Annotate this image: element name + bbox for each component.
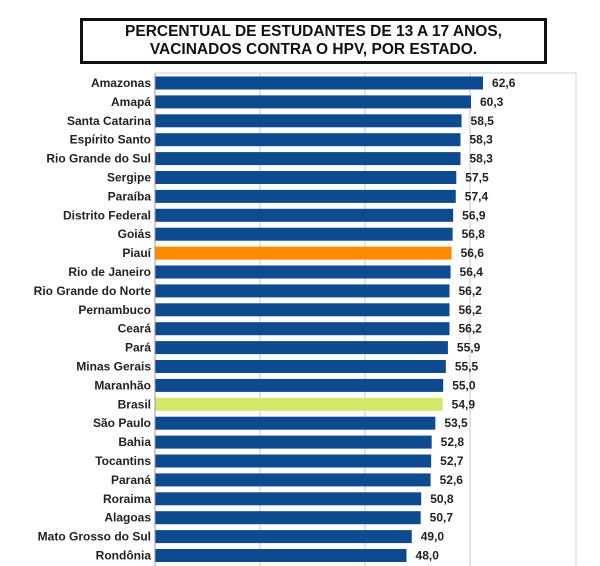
category-label: Pernambuco bbox=[78, 303, 151, 317]
value-label: 56,6 bbox=[461, 246, 485, 260]
value-label: 54,9 bbox=[452, 397, 476, 411]
bar-amapá bbox=[155, 95, 471, 109]
category-label: Paraná bbox=[111, 473, 151, 487]
bar-goiás bbox=[155, 227, 453, 241]
bar-pará bbox=[155, 341, 448, 355]
category-label: São Paulo bbox=[93, 416, 151, 430]
category-label: Minas Gerais bbox=[76, 360, 151, 374]
category-label: Rio Grande do Norte bbox=[34, 284, 152, 298]
bar-espírito-santo bbox=[155, 133, 461, 147]
chart-title: PERCENTUAL DE ESTUDANTES DE 13 A 17 ANOS… bbox=[125, 23, 502, 58]
category-label: Roraima bbox=[103, 492, 151, 506]
bar-bahia bbox=[155, 435, 432, 449]
category-label: Bahia bbox=[118, 435, 151, 449]
value-label: 55,9 bbox=[457, 341, 481, 355]
value-label: 52,6 bbox=[440, 473, 464, 487]
chart-title-box: PERCENTUAL DE ESTUDANTES DE 13 A 17 ANOS… bbox=[80, 18, 547, 64]
value-label: 56,8 bbox=[462, 227, 486, 241]
bar-santa-catarina bbox=[155, 114, 462, 128]
bar-paraíba bbox=[155, 189, 456, 203]
value-label: 50,7 bbox=[430, 511, 454, 525]
value-label: 62,6 bbox=[492, 76, 516, 90]
value-label: 49,0 bbox=[421, 530, 445, 544]
category-label: Brasil bbox=[118, 397, 151, 411]
bar-rondônia bbox=[155, 549, 407, 562]
bar-tocantins bbox=[155, 454, 432, 468]
value-label: 50,8 bbox=[430, 492, 454, 506]
bar-são-paulo bbox=[155, 416, 436, 430]
category-label: Pará bbox=[125, 341, 151, 355]
bar-rio-grande-do-sul bbox=[155, 152, 461, 166]
value-label: 57,4 bbox=[465, 189, 489, 203]
category-label: Espírito Santo bbox=[70, 133, 151, 147]
category-label: Alagoas bbox=[104, 511, 151, 525]
bar-rio-de-janeiro bbox=[155, 265, 451, 279]
value-label: 58,3 bbox=[469, 133, 493, 147]
bar-piauí bbox=[155, 246, 452, 260]
value-label: 56,4 bbox=[460, 265, 484, 279]
value-label: 48,0 bbox=[416, 549, 440, 563]
bar-minas-gerais bbox=[155, 360, 446, 373]
bar-pernambuco bbox=[155, 303, 450, 317]
value-label: 58,3 bbox=[469, 152, 493, 166]
bar-sergipe bbox=[155, 171, 457, 184]
category-label: Tocantins bbox=[95, 454, 151, 468]
value-label: 56,2 bbox=[458, 322, 482, 336]
bar-brasil bbox=[155, 397, 443, 411]
category-label: Goiás bbox=[118, 227, 152, 241]
category-label: Rondônia bbox=[96, 549, 152, 563]
category-label: Paraíba bbox=[108, 189, 152, 203]
bar-mato-grosso-do-sul bbox=[155, 530, 412, 544]
value-label: 56,9 bbox=[462, 208, 486, 222]
value-label: 52,8 bbox=[441, 435, 465, 449]
value-label: 55,0 bbox=[452, 378, 476, 392]
value-label: 58,5 bbox=[471, 114, 495, 128]
value-label: 56,2 bbox=[458, 284, 482, 298]
category-label: Mato Grosso do Sul bbox=[38, 530, 151, 544]
category-label: Rio Grande do Sul bbox=[46, 152, 151, 166]
bar-amazonas bbox=[155, 76, 484, 90]
category-label: Amapá bbox=[111, 95, 151, 109]
bar-ceará bbox=[155, 322, 450, 336]
value-label: 55,5 bbox=[455, 360, 479, 374]
category-label: Amazonas bbox=[91, 76, 151, 90]
bar-rio-grande-do-norte bbox=[155, 284, 450, 298]
bar-roraima bbox=[155, 492, 422, 506]
value-label: 52,7 bbox=[440, 454, 464, 468]
category-label: Maranhão bbox=[94, 378, 151, 392]
value-label: 53,5 bbox=[444, 416, 468, 430]
category-label: Distrito Federal bbox=[63, 208, 151, 222]
bar-distrito-federal bbox=[155, 208, 454, 222]
category-label: Santa Catarina bbox=[67, 114, 151, 128]
value-label: 60,3 bbox=[480, 95, 504, 109]
value-label: 56,2 bbox=[458, 303, 482, 317]
category-label: Sergipe bbox=[107, 171, 151, 185]
bar-maranhão bbox=[155, 378, 444, 392]
bar-alagoas bbox=[155, 511, 421, 525]
value-label: 57,5 bbox=[465, 171, 489, 185]
category-label: Rio de Janeiro bbox=[68, 265, 151, 279]
bar-paraná bbox=[155, 473, 431, 487]
category-label: Ceará bbox=[118, 322, 152, 336]
category-label: Piauí bbox=[122, 246, 151, 260]
